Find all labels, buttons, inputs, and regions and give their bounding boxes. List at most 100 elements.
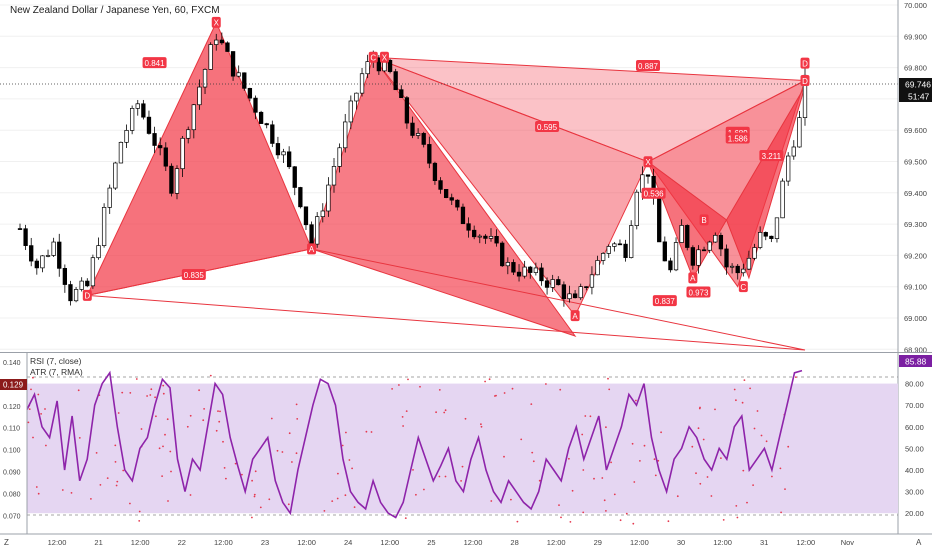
candle-body bbox=[197, 86, 202, 106]
candle-body bbox=[399, 89, 404, 99]
candle-body bbox=[544, 280, 550, 288]
candle-body bbox=[472, 229, 477, 238]
atr-dot bbox=[353, 506, 356, 508]
atr-dot bbox=[423, 488, 425, 491]
price-tick-label: 68.900 bbox=[904, 345, 927, 354]
atr-dot bbox=[741, 401, 744, 404]
atr-dots bbox=[27, 374, 797, 525]
candle-body bbox=[634, 191, 639, 226]
atr-dot bbox=[129, 392, 132, 394]
candle-body bbox=[163, 147, 168, 167]
ratio-label: 0.536 bbox=[644, 190, 665, 199]
atr-dot bbox=[164, 433, 166, 436]
candle-body bbox=[208, 44, 213, 70]
atr-dot bbox=[331, 500, 334, 502]
candle-body bbox=[584, 286, 589, 289]
candle-body bbox=[146, 116, 152, 134]
rsi-value: 85.88 bbox=[905, 357, 927, 367]
atr-dot bbox=[27, 421, 30, 424]
candle-body bbox=[298, 187, 303, 208]
time-label: 12:00 bbox=[713, 538, 732, 547]
candle-body bbox=[186, 129, 191, 139]
time-label: 12:00 bbox=[297, 538, 316, 547]
price-tick-label: 69.300 bbox=[904, 220, 927, 229]
candle-body bbox=[774, 217, 780, 239]
atr-dot bbox=[593, 477, 595, 480]
candle-body bbox=[415, 133, 421, 136]
ratio-label: 0.887 bbox=[638, 62, 659, 71]
atr-dot bbox=[253, 493, 256, 496]
price-pane[interactable]: 0.8410.8350.8870.5950.5360.8370.9731.689… bbox=[0, 4, 898, 351]
atr-dot bbox=[503, 455, 505, 458]
atr-dot bbox=[99, 484, 102, 486]
atr-dot bbox=[268, 498, 271, 501]
atr-value: 0.129 bbox=[3, 381, 24, 390]
atr-dot bbox=[438, 389, 441, 391]
time-label: 30 bbox=[677, 538, 685, 547]
indicator-pane[interactable]: 0.1400.1300.1200.1100.1000.0900.0800.070… bbox=[0, 353, 932, 534]
atr-dot bbox=[643, 444, 646, 447]
atr-dot bbox=[613, 493, 616, 496]
atr-dot bbox=[702, 438, 705, 441]
rsi-tick-label: 50.00 bbox=[905, 444, 924, 453]
atr-dot bbox=[415, 493, 417, 496]
candle-body bbox=[786, 155, 791, 182]
atr-dot bbox=[653, 458, 656, 461]
countdown-tag bbox=[899, 90, 932, 102]
auto-scale-button[interactable]: A bbox=[916, 538, 922, 547]
harmonic-patterns[interactable] bbox=[86, 21, 807, 351]
ratio-label: 0.837 bbox=[655, 297, 676, 306]
atr-dot bbox=[78, 437, 81, 439]
candles bbox=[17, 32, 808, 307]
atr-dot bbox=[695, 472, 697, 475]
atr-dot bbox=[494, 395, 496, 397]
atr-tick-label: 0.070 bbox=[3, 513, 21, 520]
candle-body bbox=[443, 189, 449, 198]
candle-body bbox=[752, 247, 757, 259]
atr-dot bbox=[419, 385, 421, 388]
zoom-z-button[interactable]: Z bbox=[4, 538, 9, 547]
atr-dot bbox=[223, 467, 226, 469]
candle-body bbox=[410, 122, 415, 136]
atr-dot bbox=[657, 459, 660, 462]
candle-body bbox=[449, 197, 454, 201]
candle-body bbox=[477, 235, 482, 238]
atr-dot bbox=[438, 475, 441, 478]
candle-body bbox=[141, 103, 146, 118]
price-tick-label: 69.600 bbox=[904, 126, 927, 135]
atr-dot bbox=[234, 462, 237, 465]
atr-dot bbox=[605, 510, 607, 512]
price-tick-label: 69.000 bbox=[904, 314, 927, 323]
rsi-tick-label: 20.00 bbox=[905, 509, 924, 518]
atr-tick-label: 0.120 bbox=[3, 404, 21, 411]
candle-body bbox=[326, 184, 331, 212]
candle-body bbox=[40, 255, 45, 269]
atr-dot bbox=[166, 418, 169, 421]
candle-body bbox=[17, 228, 23, 230]
pattern-point-label: A bbox=[690, 274, 696, 283]
ratio-tag bbox=[652, 295, 677, 307]
candle-body bbox=[96, 245, 101, 259]
atr-dot bbox=[601, 477, 604, 479]
atr-dot bbox=[444, 409, 447, 412]
candle-body bbox=[578, 286, 583, 299]
atr-dot bbox=[140, 428, 143, 430]
atr-dot bbox=[532, 460, 535, 463]
atr-dot bbox=[219, 410, 221, 413]
time-label: 12:00 bbox=[380, 538, 399, 547]
time-axis[interactable]: 12:00 21 12:00 22 12:00 23 12:00 24 12:00 25 12:00… bbox=[0, 533, 932, 547]
time-label: 12:00 bbox=[547, 538, 566, 547]
candle-body bbox=[303, 206, 309, 226]
atr-dot bbox=[336, 497, 339, 500]
pattern-point-label: D bbox=[802, 59, 808, 68]
atr-dot bbox=[402, 425, 404, 427]
atr-dot bbox=[444, 475, 447, 478]
candle-body bbox=[572, 293, 578, 299]
ratio-label: 0.841 bbox=[145, 59, 166, 68]
rsi-tick-label: 80.00 bbox=[905, 380, 924, 389]
candle-body bbox=[690, 247, 696, 266]
atr-dot bbox=[582, 469, 585, 471]
candle-body bbox=[236, 72, 241, 77]
atr-dot bbox=[189, 414, 192, 417]
